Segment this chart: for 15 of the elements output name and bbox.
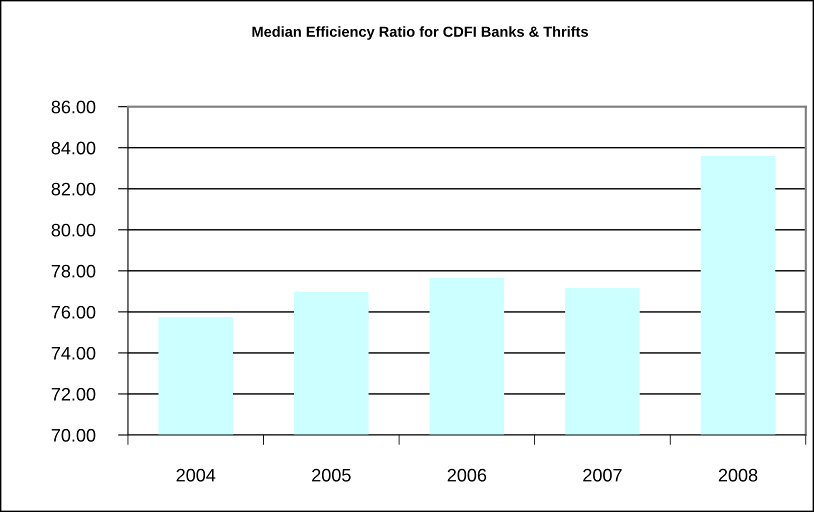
y-tick-label: 84.00: [52, 142, 96, 154]
y-tick-label: 70.00: [52, 428, 96, 442]
chart-title: Median Efficiency Ratio for CDFI Banks & Thrifts: [252, 26, 588, 40]
y-tick-label: 86.00: [52, 100, 96, 114]
y-tick-label: 80.00: [52, 224, 96, 237]
y-tick-label: 82.00: [52, 182, 96, 196]
y-tick-label: 76.00: [52, 306, 96, 319]
x-tick-label: 2005: [312, 468, 351, 482]
x-tick-label: 2004: [176, 468, 216, 482]
x-tick-label: 2006: [448, 468, 486, 482]
y-tick-label: 78.00: [52, 264, 96, 278]
y-tick-label: 74.00: [52, 346, 96, 360]
y-tick-label: 72.00: [52, 388, 96, 401]
x-tick-label: 2008: [718, 468, 758, 482]
x-tick-label: 2007: [583, 468, 622, 482]
